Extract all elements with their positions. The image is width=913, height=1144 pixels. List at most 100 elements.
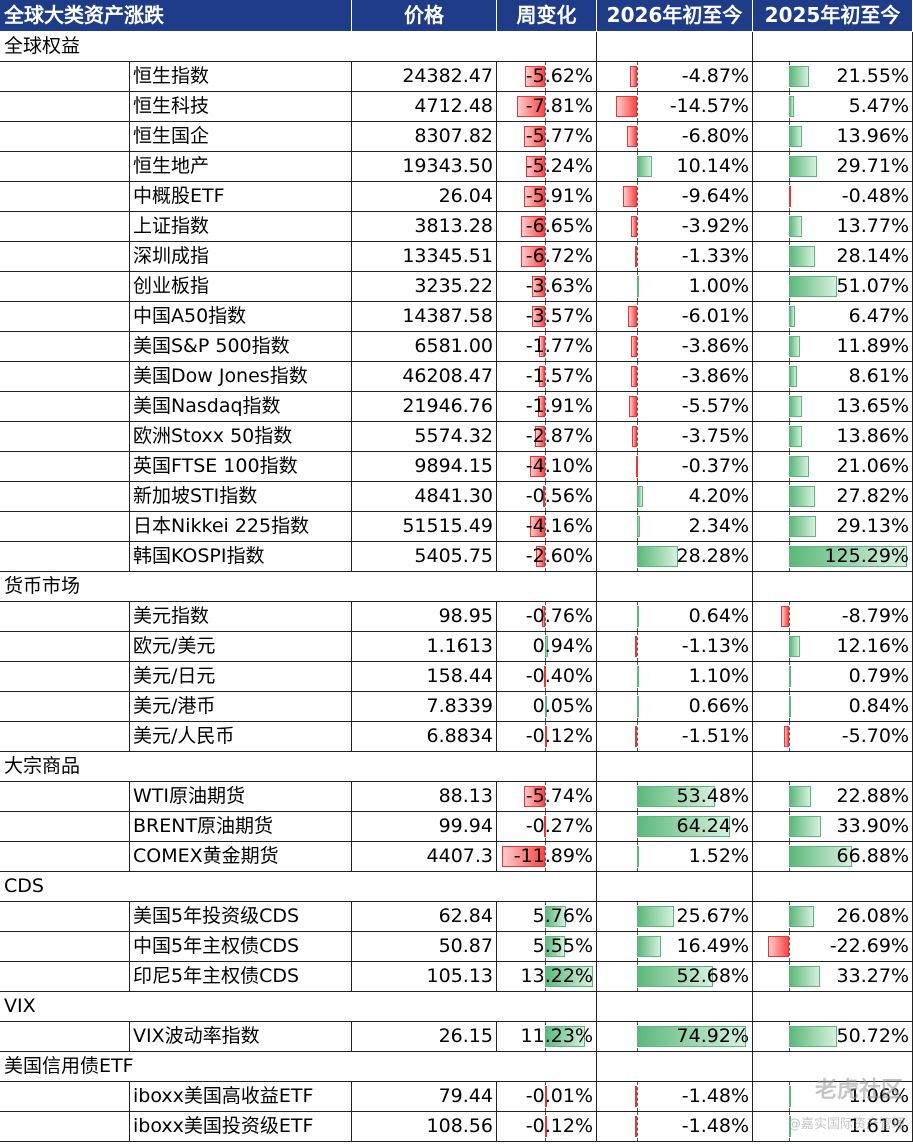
data-bar — [789, 396, 802, 417]
data-bar — [635, 636, 638, 657]
asset-name: 欧元/美元 — [133, 635, 216, 657]
change-value: -3.86% — [681, 335, 749, 357]
price-cell: 62.84 — [352, 902, 497, 932]
change-cell: 4.20% — [597, 482, 753, 512]
data-bar — [627, 126, 637, 147]
section-title: 货币市场 — [4, 575, 81, 597]
name-cell: 恒生地产 — [130, 152, 352, 182]
change-value: 29.13% — [836, 515, 909, 537]
section-title: 美国信用债ETF — [4, 1055, 134, 1077]
change-value: 51.07% — [836, 275, 909, 297]
change-cell: 28.28% — [597, 542, 753, 572]
change-cell: 33.90% — [753, 812, 913, 842]
data-bar — [789, 636, 801, 657]
change-cell: -1.48% — [597, 1082, 753, 1112]
empty-cell — [753, 32, 913, 62]
change-value: -2.60% — [525, 545, 593, 567]
header-cell: 2026年初至今 — [597, 0, 753, 32]
change-cell: -3.86% — [597, 362, 753, 392]
price-cell: 46208.47 — [352, 362, 497, 392]
price: 5574.32 — [414, 425, 493, 447]
axis-line — [637, 392, 638, 421]
change-cell: -14.57% — [597, 92, 753, 122]
change-value: 1.06% — [848, 1085, 909, 1107]
price: 1.1613 — [426, 635, 493, 657]
data-bar — [789, 66, 810, 87]
axis-line — [545, 242, 546, 271]
change-cell: -5.62% — [497, 62, 597, 92]
change-cell: 29.13% — [753, 512, 913, 542]
section-title: CDS — [4, 875, 44, 897]
change-cell: -1.91% — [497, 392, 597, 422]
data-bar — [789, 1026, 837, 1047]
change-value: -5.57% — [681, 395, 749, 417]
data-bar — [545, 936, 565, 957]
change-cell: -11.89% — [497, 842, 597, 872]
change-value: -6.65% — [525, 215, 593, 237]
price: 3235.22 — [414, 275, 493, 297]
indent-cell — [0, 782, 130, 812]
data-bar — [628, 396, 637, 417]
change-value: -6.01% — [681, 305, 749, 327]
change-cell: 125.29% — [753, 542, 913, 572]
data-bar — [789, 246, 816, 267]
change-value: 52.68% — [676, 965, 749, 987]
change-value: -11.89% — [513, 845, 593, 867]
change-value: -4.87% — [681, 65, 749, 87]
change-value: -1.48% — [681, 1115, 749, 1137]
change-cell: -9.64% — [597, 182, 753, 212]
change-cell: 53.48% — [597, 782, 753, 812]
change-cell: 50.72% — [753, 1022, 913, 1052]
change-cell: -1.33% — [597, 242, 753, 272]
name-cell: iboxx美国投资级ETF — [130, 1112, 352, 1142]
name-cell: iboxx美国高收益ETF — [130, 1082, 352, 1112]
change-cell: -0.27% — [497, 812, 597, 842]
price-cell: 4841.30 — [352, 482, 497, 512]
indent-cell — [0, 332, 130, 362]
name-cell: 美元/港币 — [130, 692, 352, 722]
section-title: 全球权益 — [4, 35, 81, 57]
axis-line — [545, 842, 546, 871]
change-value: -4.10% — [525, 455, 593, 477]
change-cell: 11.23% — [497, 1022, 597, 1052]
watermark: @嘉实国际资产管理 — [787, 1117, 905, 1132]
change-cell: 16.49% — [597, 932, 753, 962]
change-value: 11.89% — [836, 335, 909, 357]
name-cell: 新加坡STI指数 — [130, 482, 352, 512]
asset-name: 美国5年投资级CDS — [133, 905, 300, 927]
data-bar — [530, 516, 545, 537]
data-bar — [637, 606, 639, 627]
indent-cell — [0, 662, 130, 692]
change-value: 1.61% — [848, 1115, 909, 1137]
name-cell: 美元/人民币 — [130, 722, 352, 752]
price: 46208.47 — [402, 365, 493, 387]
indent-cell — [0, 122, 130, 152]
change-value: -0.56% — [525, 485, 593, 507]
asset-name: 中国5年主权债CDS — [133, 935, 300, 957]
axis-line — [637, 722, 638, 751]
change-cell: 33.27% — [753, 962, 913, 992]
empty-cell — [753, 572, 913, 602]
change-value: -9.64% — [681, 185, 749, 207]
asset-name: 恒生国企 — [133, 125, 210, 147]
axis-line — [545, 92, 546, 121]
data-bar — [637, 936, 661, 957]
change-value: 2.34% — [688, 515, 749, 537]
asset-name: 美元/人民币 — [133, 725, 235, 747]
change-cell: -4.16% — [497, 512, 597, 542]
change-cell: 1.00% — [597, 272, 753, 302]
data-bar — [789, 516, 817, 537]
data-bar — [789, 96, 795, 117]
axis-line — [545, 62, 546, 91]
change-value: -5.70% — [841, 725, 909, 747]
price: 50.87 — [438, 935, 493, 957]
price-cell: 4712.48 — [352, 92, 497, 122]
data-bar — [532, 306, 545, 327]
data-bar — [539, 366, 545, 387]
change-value: -6.72% — [525, 245, 593, 267]
indent-cell — [0, 242, 130, 272]
data-bar — [789, 666, 791, 687]
data-bar — [538, 396, 545, 417]
asset-name: 美国Nasdaq指数 — [133, 395, 281, 417]
asset-name: 上证指数 — [133, 215, 210, 237]
